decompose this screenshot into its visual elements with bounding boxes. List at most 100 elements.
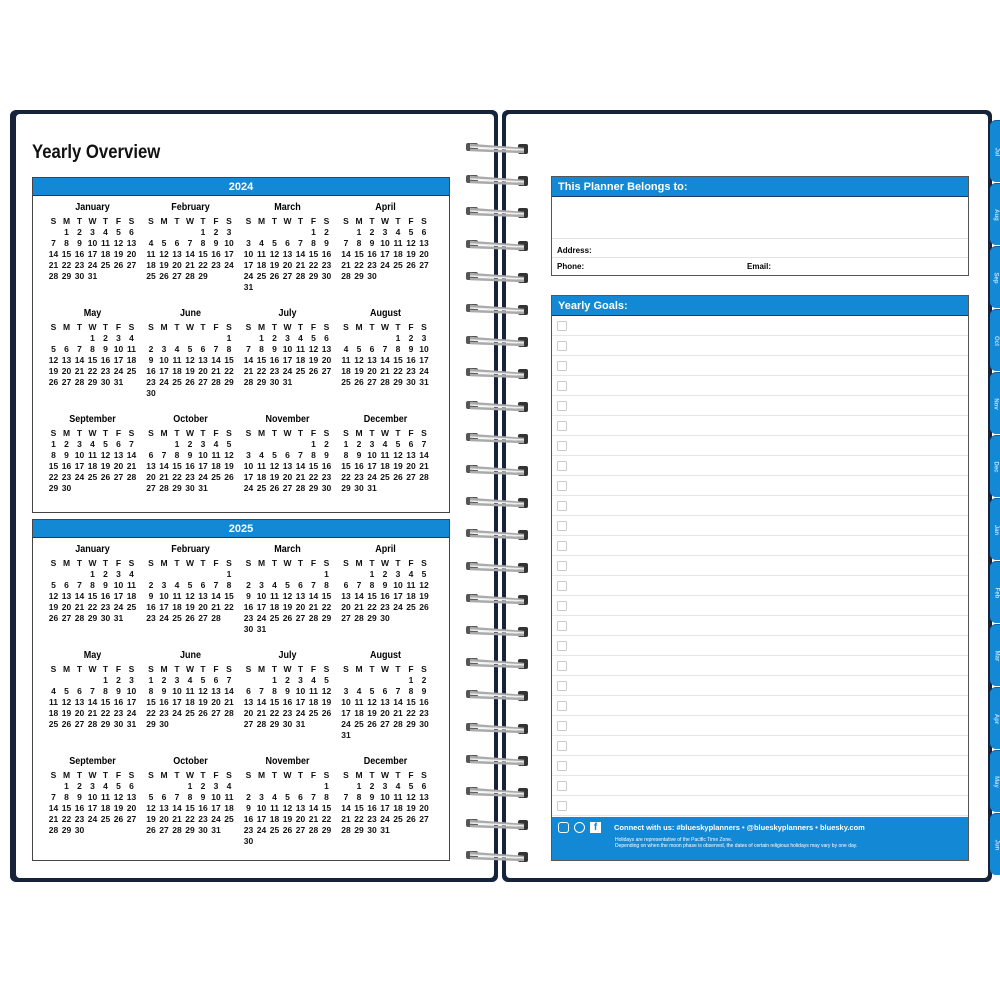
month-tab[interactable]: Jan [990, 498, 1000, 560]
checkbox[interactable] [557, 660, 567, 671]
goal-row[interactable] [552, 796, 968, 816]
checkbox[interactable] [557, 680, 567, 691]
checkbox[interactable] [557, 460, 567, 471]
month-tab[interactable]: Nov [990, 372, 1000, 434]
day-cell: 14 [393, 697, 403, 707]
checkbox[interactable] [557, 600, 567, 611]
goal-row[interactable] [552, 756, 968, 776]
checkbox[interactable] [557, 440, 567, 451]
checkbox[interactable] [557, 620, 567, 631]
month-tab[interactable]: Feb [990, 561, 1000, 623]
day-cell: 14 [243, 355, 254, 365]
goal-row[interactable] [552, 716, 968, 736]
day-cell: 25 [100, 814, 111, 824]
month-tab[interactable]: Dec [990, 435, 1000, 497]
month-tab[interactable]: Jul [990, 120, 1000, 182]
goal-row[interactable] [552, 576, 968, 596]
goal-row[interactable] [552, 336, 968, 356]
day-cell: 12 [146, 803, 156, 813]
checkbox[interactable] [557, 560, 567, 571]
goal-row[interactable] [552, 616, 968, 636]
day-cell: 11 [270, 591, 279, 601]
month-tab[interactable]: Oct [990, 309, 1000, 371]
day-cell: 5 [226, 439, 232, 449]
checkbox[interactable] [557, 540, 567, 551]
goal-row[interactable] [552, 376, 968, 396]
day-cell: 3 [77, 439, 82, 449]
checkbox[interactable] [557, 400, 567, 411]
day-cell: 2 [148, 580, 154, 590]
day-cell: 1 [259, 333, 264, 343]
holiday-note: Holidays are representative of the Pacif… [615, 837, 733, 843]
day-cell: 2 [369, 227, 375, 237]
day-cell: 27 [406, 472, 416, 482]
checkbox[interactable] [557, 740, 567, 751]
day-cell: 27 [198, 377, 208, 387]
goal-row[interactable] [552, 496, 968, 516]
month-april: April S M T W T F S 1 2 3 4 5 6 7 8 9 10 11 12 13 14 15 16 17 18 1… [340, 544, 438, 648]
goal-row[interactable] [552, 356, 968, 376]
day-cell: 5 [408, 781, 414, 791]
goal-row[interactable] [552, 596, 968, 616]
month-tab[interactable]: May [990, 750, 1000, 812]
name-line[interactable] [552, 197, 968, 239]
checkbox[interactable] [557, 320, 567, 331]
day-cell: 8 [356, 238, 362, 248]
goal-row[interactable] [552, 516, 968, 536]
month-march: March S M T W T F S 1 2 3 4 5 6 7 8 9 10 11 12 13 14 15 16 17 18 1… [242, 544, 340, 648]
weekday-label: T [102, 322, 109, 332]
day-cell: 4 [408, 569, 414, 579]
checkbox[interactable] [557, 580, 567, 591]
month-tab[interactable]: Jun [990, 813, 1000, 875]
goal-row[interactable] [552, 636, 968, 656]
goal-row[interactable] [552, 316, 968, 336]
weekday-label: M [257, 558, 266, 568]
checkbox[interactable] [557, 380, 567, 391]
checkbox[interactable] [557, 500, 567, 511]
goal-row[interactable] [552, 676, 968, 696]
goal-row[interactable] [552, 556, 968, 576]
goal-row[interactable] [552, 536, 968, 556]
day-cell: 4 [382, 439, 388, 449]
goal-row[interactable] [552, 436, 968, 456]
day-cell: 8 [226, 580, 232, 590]
address-field[interactable]: Address: [552, 239, 968, 258]
day-cell: 16 [100, 591, 111, 601]
goal-row[interactable] [552, 476, 968, 496]
day-cell: 19 [269, 472, 280, 482]
checkbox[interactable] [557, 800, 567, 811]
goal-row[interactable] [552, 396, 968, 416]
goal-row[interactable] [552, 696, 968, 716]
spiral-coil [466, 368, 528, 380]
day-cell: 16 [354, 461, 364, 471]
checkbox[interactable] [557, 700, 567, 711]
checkbox[interactable] [557, 780, 567, 791]
checkbox[interactable] [557, 420, 567, 431]
weekday-label: W [380, 216, 390, 226]
day-cell: 4 [356, 686, 362, 696]
checkbox[interactable] [557, 520, 567, 531]
day-cell: 27 [126, 814, 137, 824]
phone-email-row[interactable]: Phone: Email: [552, 258, 968, 274]
day-cell: 25 [185, 708, 195, 718]
month-tab[interactable]: Mar [990, 624, 1000, 686]
goal-row[interactable] [552, 736, 968, 756]
checkbox[interactable] [557, 340, 567, 351]
checkbox[interactable] [557, 480, 567, 491]
goal-row[interactable] [552, 416, 968, 436]
day-cell: 23 [211, 260, 221, 270]
month-tab[interactable]: Apr [990, 687, 1000, 749]
day-cell: 11 [257, 249, 266, 259]
day-cell: 21 [354, 602, 364, 612]
day-cell: 19 [367, 708, 377, 718]
goal-row[interactable] [552, 776, 968, 796]
month-name: September [69, 756, 116, 767]
checkbox[interactable] [557, 720, 567, 731]
checkbox[interactable] [557, 760, 567, 771]
goal-row[interactable] [552, 656, 968, 676]
checkbox[interactable] [557, 640, 567, 651]
goal-row[interactable] [552, 456, 968, 476]
month-tab[interactable]: Aug [990, 183, 1000, 245]
month-tab[interactable]: Sep [990, 246, 1000, 308]
checkbox[interactable] [557, 360, 567, 371]
